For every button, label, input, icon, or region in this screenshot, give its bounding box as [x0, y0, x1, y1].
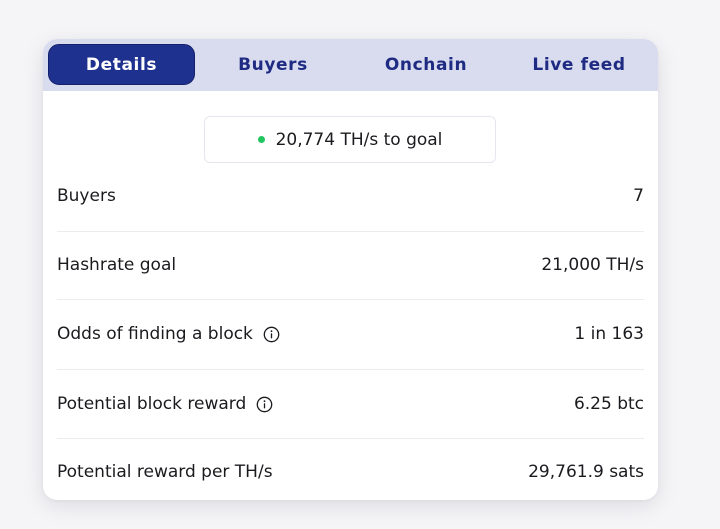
detail-row-block-reward: Potential block reward 6.25 btc: [57, 394, 644, 416]
detail-value: 6.25 btc: [573, 394, 644, 414]
tab-live-feed[interactable]: Live feed: [532, 54, 626, 75]
status-dot-icon: [257, 136, 265, 143]
detail-label: Potential block reward: [57, 394, 273, 414]
detail-row-hashrate-goal: Hashrate goal 21,000 TH/s: [57, 255, 644, 277]
detail-label-text: Buyers: [57, 186, 116, 206]
detail-label: Buyers: [57, 186, 116, 206]
tab-onchain[interactable]: Onchain: [384, 54, 468, 75]
detail-label: Hashrate goal: [57, 255, 176, 275]
tab-bar: Details Buyers Onchain Live feed: [43, 39, 658, 91]
info-circle-icon[interactable]: [256, 396, 273, 413]
detail-row-reward-per-ths: Potential reward per TH/s 29,761.9 sats: [57, 462, 644, 484]
detail-value: 7: [633, 186, 644, 206]
detail-label-text: Hashrate goal: [57, 255, 177, 275]
goal-status-pill: 20,774 TH/s to goal: [204, 116, 496, 163]
row-divider: [57, 438, 644, 439]
detail-row-odds: Odds of finding a block 1 in 163: [57, 324, 644, 346]
row-divider: [57, 299, 644, 300]
details-card: Details Buyers Onchain Live feed 20,774 …: [43, 39, 658, 500]
detail-label: Odds of finding a block: [57, 324, 280, 344]
detail-label: Potential reward per TH/s: [57, 462, 273, 482]
row-divider: [57, 231, 644, 232]
detail-value: 1 in 163: [574, 324, 644, 344]
detail-value: 29,761.9 sats: [528, 462, 644, 482]
info-circle-icon[interactable]: [263, 326, 280, 343]
tab-buyers[interactable]: Buyers: [238, 54, 308, 75]
detail-label-text: Potential reward per TH/s: [57, 462, 273, 482]
detail-label-text: Potential block reward: [57, 394, 247, 414]
tab-details[interactable]: Details: [48, 44, 195, 85]
detail-value: 21,000 TH/s: [541, 255, 644, 275]
goal-text: 20,774 TH/s to goal: [275, 129, 443, 150]
detail-label-text: Odds of finding a block: [57, 324, 253, 344]
row-divider: [57, 369, 644, 370]
detail-row-buyers: Buyers 7: [57, 186, 644, 208]
